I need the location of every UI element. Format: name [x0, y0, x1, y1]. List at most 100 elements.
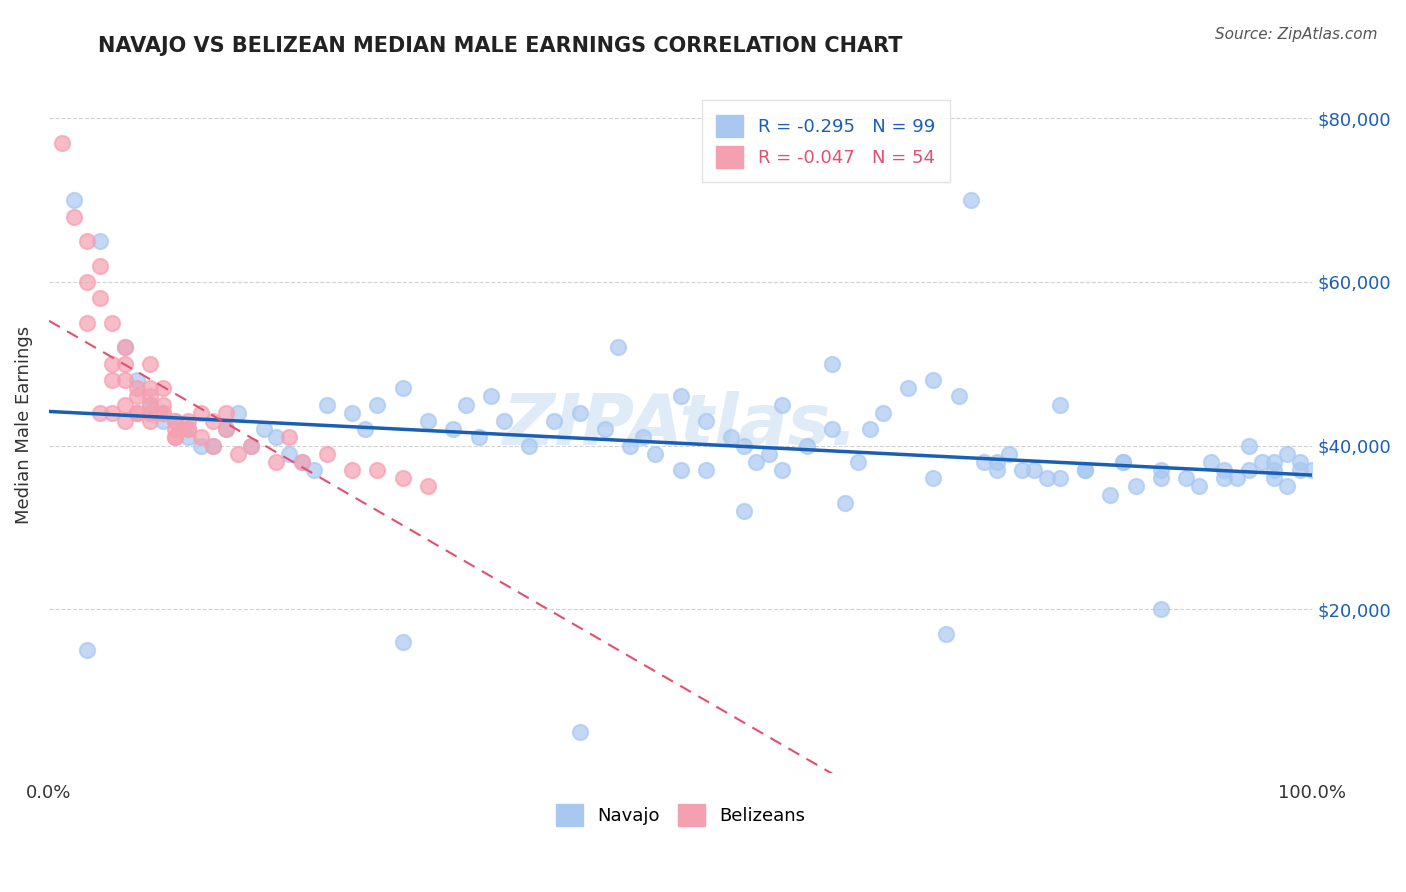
Point	[76, 643, 98, 657]
Point	[165, 422, 187, 436]
Text: ZIPAtlas.: ZIPAtlas.	[503, 391, 859, 459]
Point	[114, 398, 136, 412]
Point	[593, 422, 616, 436]
Point	[202, 438, 225, 452]
Point	[63, 210, 86, 224]
Text: NAVAJO VS BELIZEAN MEDIAN MALE EARNINGS CORRELATION CHART: NAVAJO VS BELIZEAN MEDIAN MALE EARNINGS …	[98, 36, 903, 55]
Point	[101, 316, 124, 330]
Point	[152, 398, 174, 412]
Legend: Navajo, Belizeans: Navajo, Belizeans	[548, 797, 813, 833]
Point	[948, 389, 970, 403]
Point	[1049, 398, 1071, 412]
Point	[127, 389, 149, 403]
Point	[986, 455, 1008, 469]
Point	[353, 422, 375, 436]
Point	[517, 438, 540, 452]
Point	[139, 398, 162, 412]
Point	[1049, 471, 1071, 485]
Point	[152, 414, 174, 428]
Point	[240, 438, 263, 452]
Point	[391, 471, 413, 485]
Point	[228, 406, 250, 420]
Point	[177, 430, 200, 444]
Point	[1301, 463, 1323, 477]
Point	[76, 316, 98, 330]
Point	[215, 406, 238, 420]
Point	[1213, 471, 1236, 485]
Point	[695, 414, 717, 428]
Point	[63, 193, 86, 207]
Point	[127, 406, 149, 420]
Point	[76, 275, 98, 289]
Point	[1237, 463, 1260, 477]
Point	[240, 438, 263, 452]
Point	[1263, 463, 1285, 477]
Point	[568, 406, 591, 420]
Point	[935, 626, 957, 640]
Point	[139, 398, 162, 412]
Point	[846, 455, 869, 469]
Point	[228, 447, 250, 461]
Point	[770, 463, 793, 477]
Point	[467, 430, 489, 444]
Point	[619, 438, 641, 452]
Point	[114, 340, 136, 354]
Point	[1150, 463, 1173, 477]
Point	[89, 406, 111, 420]
Point	[391, 635, 413, 649]
Point	[190, 430, 212, 444]
Point	[834, 496, 856, 510]
Point	[253, 422, 276, 436]
Point	[1188, 479, 1211, 493]
Point	[177, 414, 200, 428]
Point	[139, 357, 162, 371]
Point	[1237, 438, 1260, 452]
Point	[644, 447, 666, 461]
Point	[897, 381, 920, 395]
Point	[492, 414, 515, 428]
Point	[101, 357, 124, 371]
Point	[202, 414, 225, 428]
Point	[114, 340, 136, 354]
Point	[669, 463, 692, 477]
Point	[165, 414, 187, 428]
Point	[973, 455, 995, 469]
Point	[366, 463, 388, 477]
Point	[1074, 463, 1097, 477]
Point	[316, 398, 339, 412]
Point	[152, 406, 174, 420]
Point	[165, 414, 187, 428]
Point	[745, 455, 768, 469]
Point	[758, 447, 780, 461]
Point	[821, 422, 844, 436]
Point	[1213, 463, 1236, 477]
Point	[859, 422, 882, 436]
Point	[1175, 471, 1198, 485]
Point	[139, 406, 162, 420]
Point	[1011, 463, 1033, 477]
Point	[127, 373, 149, 387]
Point	[101, 373, 124, 387]
Point	[266, 455, 288, 469]
Point	[114, 357, 136, 371]
Point	[669, 389, 692, 403]
Point	[821, 357, 844, 371]
Point	[1150, 602, 1173, 616]
Point	[998, 447, 1021, 461]
Point	[152, 381, 174, 395]
Point	[960, 193, 983, 207]
Point	[922, 471, 945, 485]
Point	[101, 406, 124, 420]
Point	[1125, 479, 1147, 493]
Point	[1112, 455, 1135, 469]
Point	[1036, 471, 1059, 485]
Point	[733, 438, 755, 452]
Point	[1275, 479, 1298, 493]
Point	[568, 724, 591, 739]
Point	[177, 422, 200, 436]
Point	[1263, 471, 1285, 485]
Point	[695, 463, 717, 477]
Point	[1099, 488, 1122, 502]
Point	[1275, 447, 1298, 461]
Point	[1024, 463, 1046, 477]
